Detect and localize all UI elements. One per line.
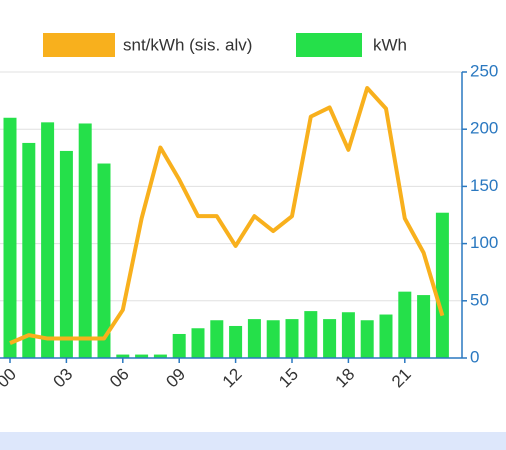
x-tick-label: 12 <box>219 365 246 392</box>
bar <box>360 320 374 358</box>
bar <box>191 328 205 358</box>
bar <box>379 314 393 358</box>
bar <box>304 311 318 358</box>
bar <box>398 291 412 358</box>
bar <box>266 320 280 358</box>
y-tick-label: 150 <box>470 176 498 195</box>
bar <box>247 319 261 358</box>
x-tick-label: 18 <box>332 365 359 392</box>
legend-swatch <box>296 33 362 57</box>
y-tick-label: 0 <box>470 347 479 366</box>
bar <box>135 354 149 358</box>
bar <box>3 117 17 358</box>
bar <box>153 354 167 358</box>
legend-label: snt/kWh (sis. alv) <box>123 35 252 54</box>
x-tick-label: 09 <box>162 365 189 392</box>
bar <box>417 295 431 358</box>
x-tick-label: 15 <box>275 365 302 392</box>
y-tick-label: 100 <box>470 233 498 252</box>
bar <box>116 354 130 358</box>
x-tick-label: 06 <box>106 365 133 392</box>
legend-swatch <box>43 33 115 57</box>
bar <box>435 212 449 358</box>
y-tick-label: 200 <box>470 119 498 138</box>
x-tick-label: 00 <box>0 365 20 392</box>
x-tick-label: 03 <box>50 365 77 392</box>
bar <box>97 163 111 358</box>
bar <box>78 123 92 358</box>
legend-label: kWh <box>373 35 407 54</box>
bar <box>323 319 337 358</box>
x-tick-label: 21 <box>388 365 415 392</box>
bar <box>210 320 224 358</box>
bar <box>59 150 73 358</box>
y-tick-label: 250 <box>470 61 498 80</box>
bar <box>341 312 355 358</box>
y-tick-label: 50 <box>470 290 489 309</box>
line <box>9 86 445 345</box>
bar <box>22 142 36 358</box>
bar <box>285 319 299 358</box>
bar <box>172 333 186 358</box>
bar <box>41 122 55 358</box>
bar <box>229 325 243 358</box>
bottom-bar <box>0 432 506 450</box>
